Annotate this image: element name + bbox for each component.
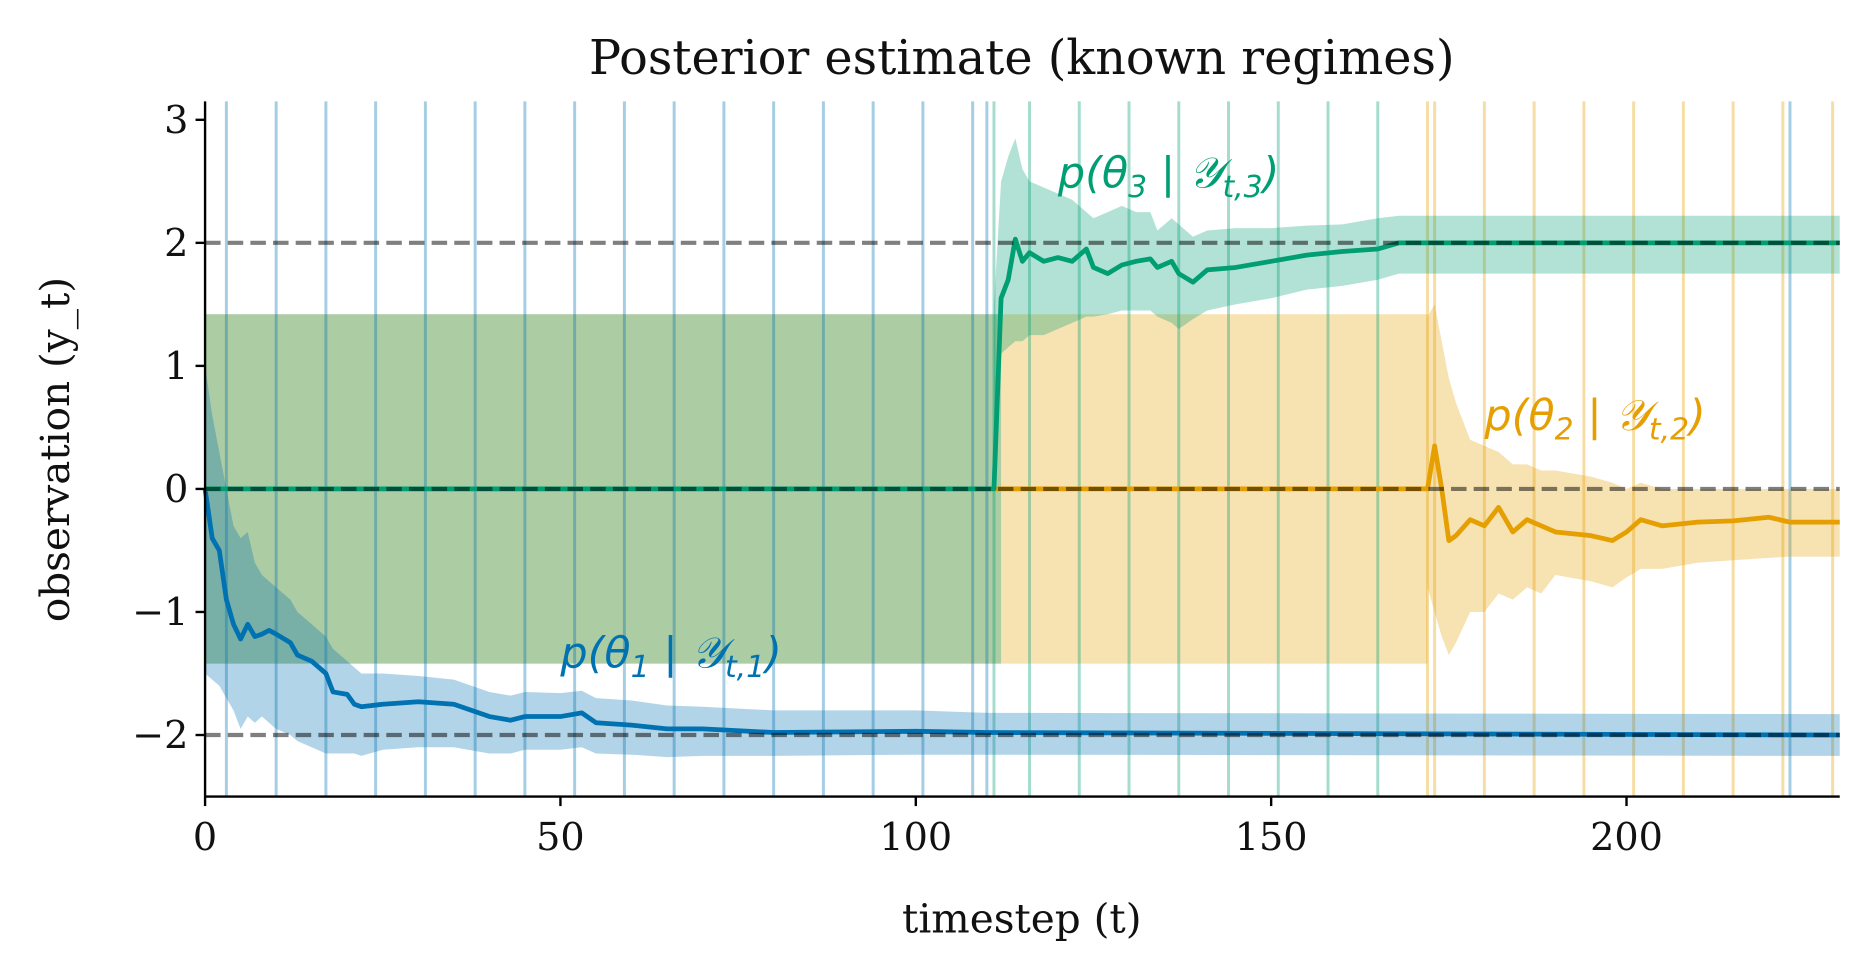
series-band-2 [1427,304,1840,656]
y-tick-label: 1 [164,344,188,388]
series-label-part: p(θ [1057,148,1128,198]
y-tick-label: 2 [164,221,188,265]
plot-area: p(θ1 | 𝒴t,1)p(θ2 | 𝒴t,2)p(θ3 | 𝒴t,3)0 50 1… [132,98,1840,859]
series-label-part: t,3 [1223,170,1263,205]
series-band-1 [205,365,1840,758]
series-label-part: | 𝒴 [650,628,736,678]
y-axis-label: observation (y_t) [31,277,79,622]
x-tick-label: 150 [1235,815,1308,859]
y-tick-label: 0 [164,467,188,511]
x-tick-label: 200 [1590,815,1663,859]
series-label-part: p(θ [1483,391,1554,441]
x-tick-label: 0 [193,815,217,859]
series-label-2: p(θ2 | 𝒴t,2) [1483,391,1705,448]
series-line-1 [202,488,1840,738]
y-tick-label: −2 [132,713,188,757]
series-label-1: p(θ1 | 𝒴t,1) [559,628,781,685]
series-line-2 [205,443,1840,543]
x-tick-label: 50 [536,815,585,859]
series-label-part: t,1 [725,650,765,685]
series-label-part: ) [1260,148,1280,198]
series-label-part: ) [1686,391,1706,441]
y-tick-label: −1 [132,590,188,634]
chart-title: Posterior estimate (known regimes) [589,31,1455,86]
series-line-3 [205,236,1840,492]
series-label-part: | 𝒴 [1574,391,1660,441]
series-label-part: | 𝒴 [1147,148,1233,198]
series-label-part: p(θ [559,628,630,678]
series-label-part: t,2 [1649,412,1689,447]
x-tick-label: 100 [879,815,952,859]
x-axis-label: timestep (t) [902,894,1141,942]
series-label-3: p(θ3 | 𝒴t,3) [1057,148,1279,205]
series-label-part: 2 [1555,412,1574,447]
series-label-part: 3 [1128,170,1147,205]
series-band-3 [993,138,1840,489]
y-tick-label: 3 [164,98,188,142]
series-label-part: ) [762,628,782,678]
series-label-part: 1 [631,650,650,685]
